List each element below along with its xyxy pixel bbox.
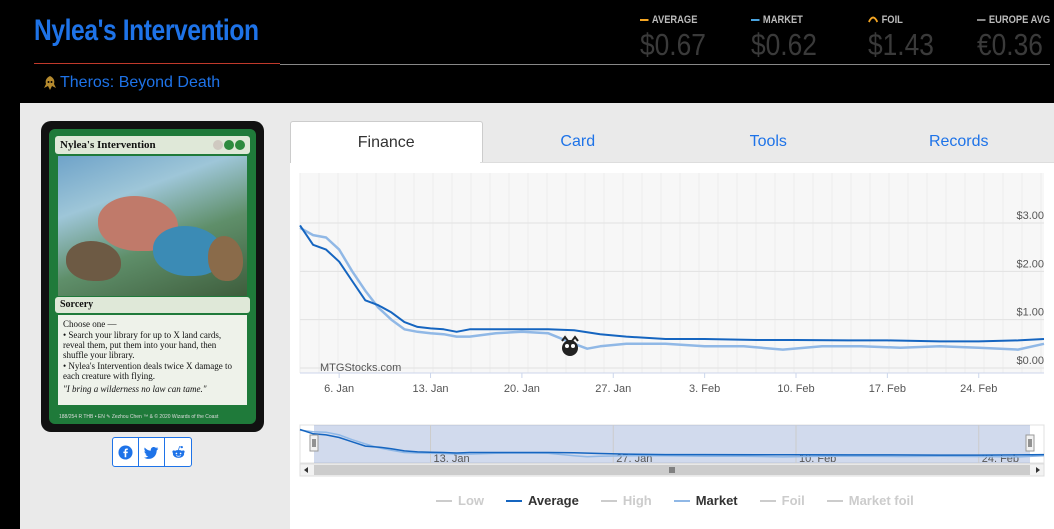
watermark-text: MTGStocks.com (320, 362, 401, 374)
scroll-left-icon[interactable] (304, 467, 308, 473)
set-link[interactable]: Theros: Beyond Death (42, 74, 220, 92)
x-tick-label: 10. Feb (777, 383, 814, 395)
legend-line-icon (759, 499, 776, 502)
x-tick-label: 27. Jan (595, 383, 631, 395)
price-label: MARKET (751, 14, 817, 26)
legend-label: Market (695, 493, 738, 508)
set-symbol-icon (44, 76, 56, 90)
y-tick-label: $2.00 (1016, 258, 1044, 270)
y-tick-label: $3.00 (1016, 210, 1044, 222)
series-line-market (299, 226, 1045, 351)
x-tick-label: 20. Jan (504, 383, 540, 395)
card-image-type-line: Sorcery (55, 297, 250, 313)
x-tick-label: 3. Feb (689, 383, 720, 395)
card-image-title: Nylea's Intervention (60, 139, 156, 151)
price-market: MARKET $0.62 (751, 14, 829, 63)
scroll-right-icon[interactable] (1036, 467, 1040, 473)
legend-line-icon (506, 499, 522, 502)
legend-label: Market foil (848, 493, 914, 508)
card-image-rules-box: Choose one — • Search your library for u… (58, 315, 247, 405)
navigator-tick-label: 13. Jan (434, 453, 470, 465)
legend-item-market-foil[interactable]: Market foil (826, 493, 914, 508)
rules-line: • Nylea's Intervention deals twice X dam… (63, 361, 232, 381)
price-europe-avg: EUROPE AVG €0.36 (977, 14, 1054, 63)
tab-finance[interactable]: Finance (290, 121, 483, 163)
navigator-handle[interactable] (309, 434, 319, 452)
legend-label: Low (458, 493, 484, 508)
card-frame: Nylea's Intervention Sorcery Choose one … (49, 129, 256, 424)
legend-line-icon (600, 499, 617, 502)
title-underline (34, 63, 280, 64)
dash-icon (640, 19, 649, 21)
tab-card[interactable]: Card (560, 133, 596, 150)
foil-icon (868, 14, 879, 26)
mascot-marker-icon (561, 335, 579, 356)
card-image-footer: 188/254 R THB • EN ✎ Zezhou Chen ™ & © 2… (59, 414, 219, 420)
price-foil: FOIL $1.43 (868, 14, 946, 63)
card-art (58, 156, 247, 296)
header-divider (280, 64, 1050, 65)
share-buttons (112, 437, 192, 467)
price-value: $1.43 (868, 27, 934, 62)
navigator-selection (314, 425, 1030, 463)
price-average: AVERAGE $0.67 (640, 14, 718, 63)
price-value: €0.36 (977, 27, 1043, 62)
rules-line: • Search your library for up to X land c… (63, 330, 222, 360)
legend-item-market[interactable]: Market (673, 493, 738, 508)
y-tick-label: $1.00 (1016, 307, 1044, 319)
series-line-average (299, 224, 1045, 343)
price-value: $0.67 (640, 27, 706, 62)
price-label: EUROPE AVG (977, 14, 1050, 26)
tab-records[interactable]: Records (928, 133, 989, 150)
x-tick-label: 17. Feb (869, 383, 906, 395)
dash-icon (977, 19, 986, 21)
navigator-line-average (299, 428, 1045, 456)
facebook-icon (118, 444, 133, 460)
card-title: Nylea's Intervention (34, 14, 259, 47)
flavor-text: "I bring a wilderness no law can tame." (63, 384, 207, 394)
reddit-icon (171, 445, 185, 458)
set-name: Theros: Beyond Death (60, 74, 221, 91)
legend-line-icon (436, 499, 452, 502)
x-tick-label: 24. Feb (960, 383, 997, 395)
chart-legend: Low Average High Market Foil Market foil (436, 493, 914, 508)
card-image-title-bar: Nylea's Intervention (55, 136, 250, 154)
tab-underline (480, 162, 1054, 163)
share-facebook-button[interactable] (113, 438, 139, 466)
tab-bar: Finance Card Tools Records (290, 121, 1054, 163)
rules-line: Choose one — (63, 319, 117, 329)
price-label: AVERAGE (640, 14, 706, 26)
price-label: FOIL (868, 14, 934, 26)
price-chart[interactable]: $0.00 $1.00 $2.00 $3.00 6. Jan 13. Jan 20. Jan… (290, 163, 1054, 529)
legend-item-high[interactable]: High (600, 493, 652, 508)
legend-item-low[interactable]: Low (436, 493, 484, 508)
price-value: $0.62 (751, 27, 817, 62)
legend-label: Average (528, 493, 579, 508)
legend-line-icon (826, 499, 843, 502)
legend-label: High (622, 493, 652, 508)
share-reddit-button[interactable] (165, 438, 191, 466)
mana-cost-icon (213, 140, 245, 150)
twitter-icon (144, 446, 159, 459)
y-tick-label: $0.00 (1016, 355, 1044, 367)
share-twitter-button[interactable] (139, 438, 165, 466)
price-chart-svg[interactable]: $0.00 $1.00 $2.00 $3.00 6. Jan 13. Jan 20. Jan… (290, 163, 1054, 493)
legend-label: Foil (781, 493, 805, 508)
card-image[interactable]: Nylea's Intervention Sorcery Choose one … (41, 121, 264, 432)
dash-icon (751, 19, 760, 21)
legend-item-average[interactable]: Average (506, 493, 579, 508)
navigator-handle[interactable] (1025, 434, 1035, 452)
tab-tools[interactable]: Tools (749, 133, 787, 150)
x-tick-label: 6. Jan (324, 383, 354, 395)
legend-item-foil[interactable]: Foil (759, 493, 805, 508)
legend-line-icon (673, 499, 690, 502)
x-tick-label: 13. Jan (412, 383, 448, 395)
